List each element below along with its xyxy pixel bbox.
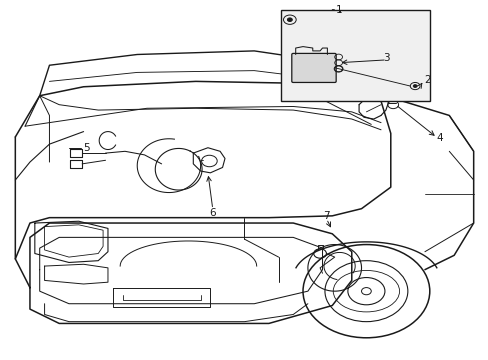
Text: 6: 6 (209, 208, 216, 218)
Text: 5: 5 (82, 143, 89, 153)
Text: 1: 1 (336, 5, 342, 15)
Text: 3: 3 (383, 53, 389, 63)
Bar (281, 10, 429, 101)
FancyBboxPatch shape (291, 53, 335, 82)
Text: 2: 2 (423, 75, 430, 85)
Circle shape (361, 288, 370, 295)
Text: 7: 7 (323, 211, 329, 221)
Circle shape (412, 85, 416, 87)
Text: 4: 4 (435, 133, 442, 143)
Circle shape (287, 18, 292, 22)
